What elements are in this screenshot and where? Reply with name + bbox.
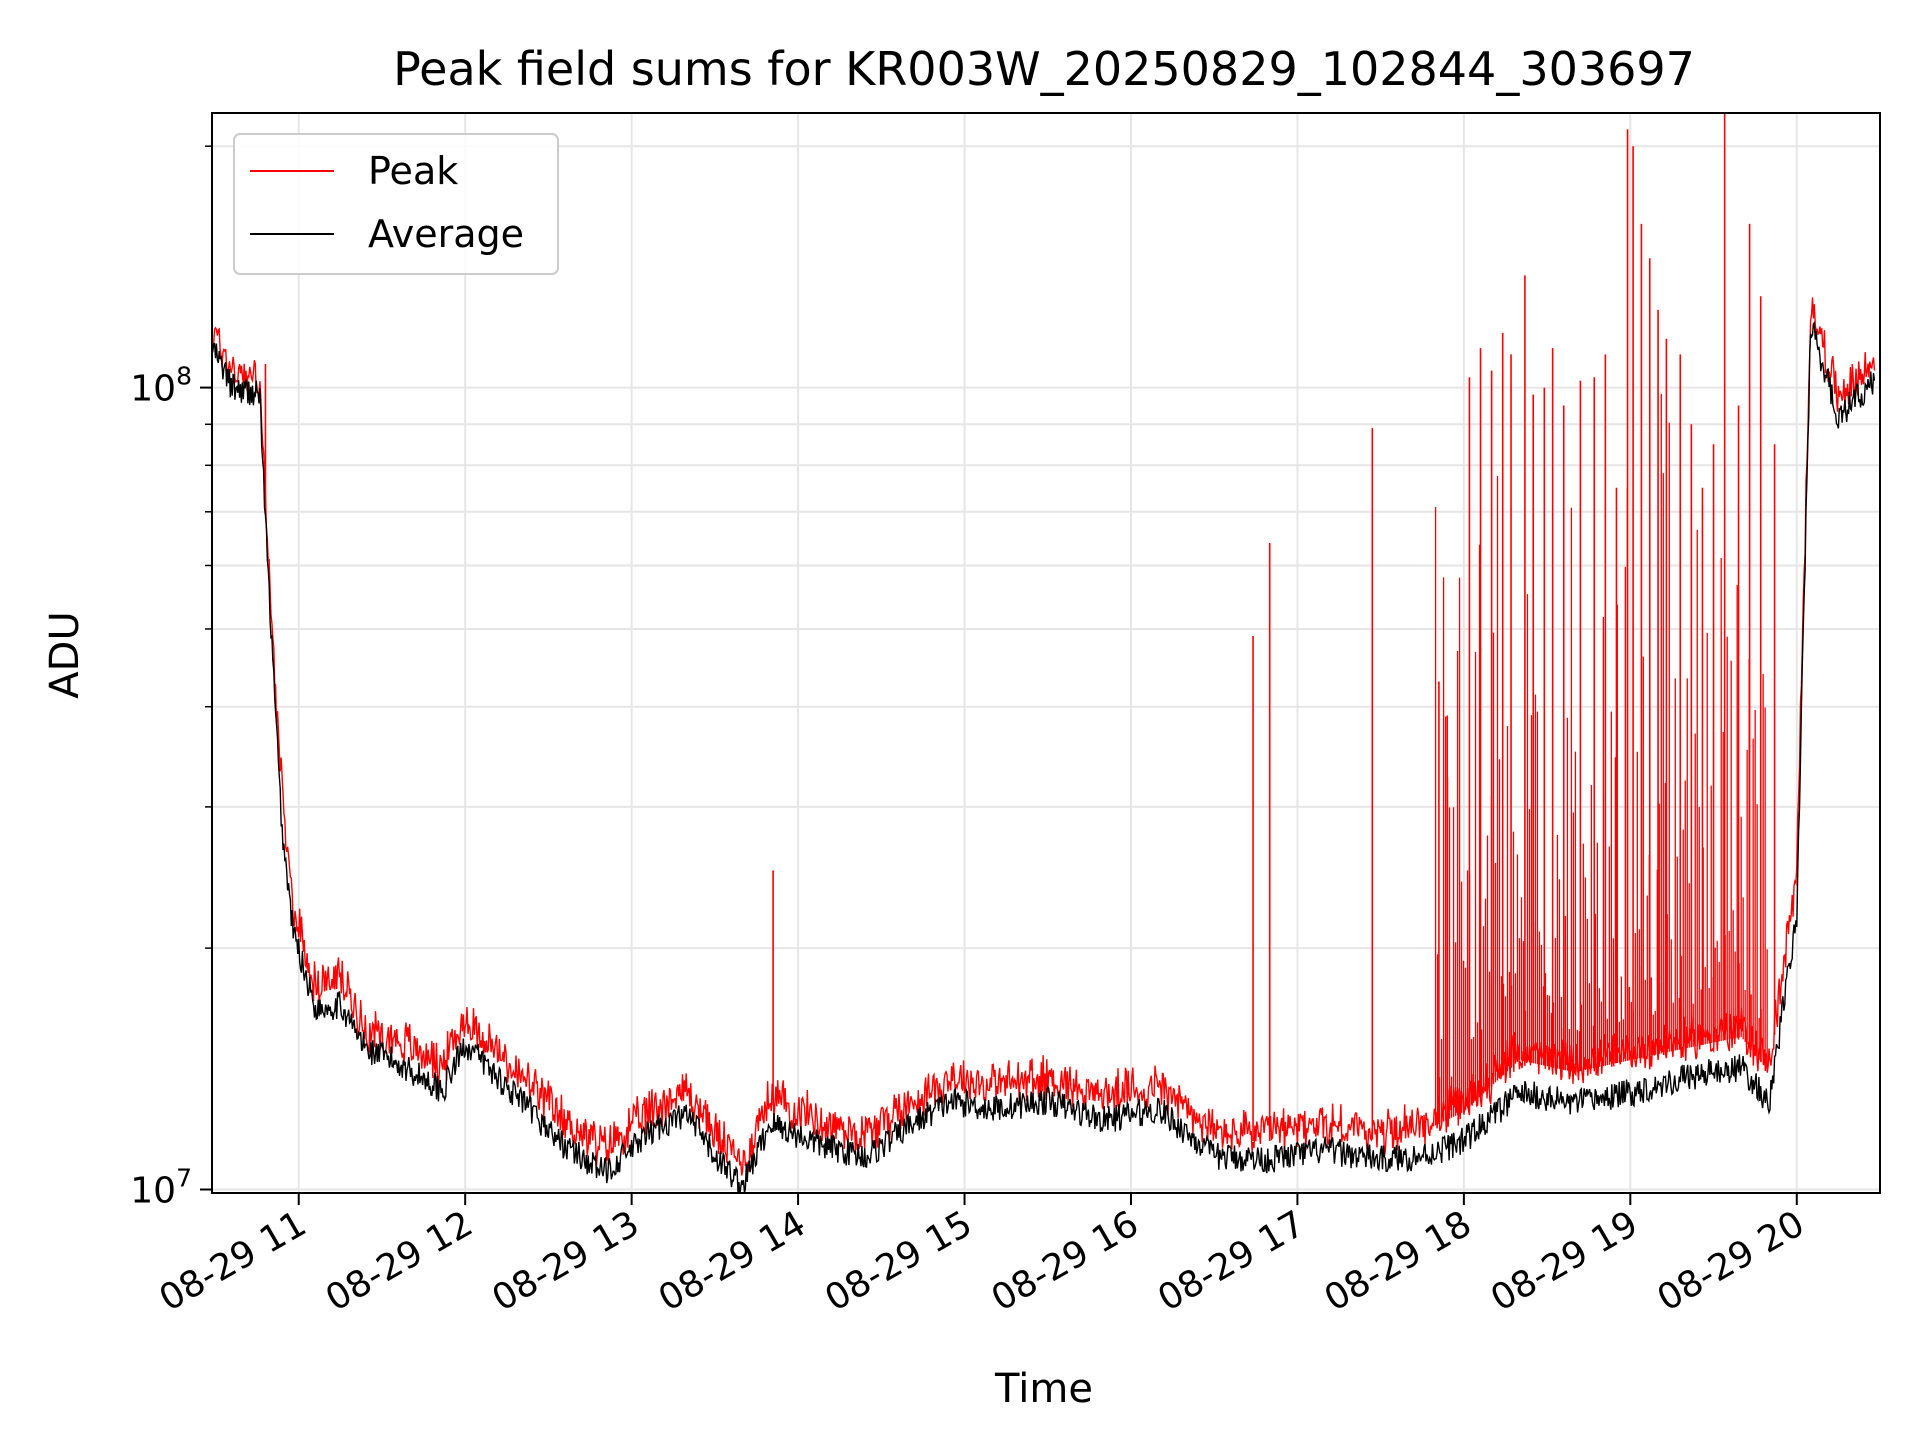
x-tick-label: 08-29 17: [1151, 1203, 1312, 1319]
x-tick-label: 08-29 19: [1484, 1203, 1645, 1319]
y-axis-label: ADU: [42, 611, 88, 698]
x-tick-label: 08-29 16: [985, 1203, 1146, 1319]
x-axis-label: Time: [994, 1366, 1093, 1412]
plot-series: [212, 113, 1876, 1193]
x-tick-label: 08-29 12: [319, 1203, 480, 1319]
x-tick-label: 08-29 14: [652, 1203, 813, 1319]
series-line-peak: [212, 297, 1876, 1176]
series-line-average: [212, 321, 1876, 1193]
y-tick-label: 107: [130, 1163, 192, 1211]
x-tick-label: 08-29 11: [153, 1203, 314, 1319]
grid-lines: [212, 113, 1880, 1193]
chart-title: Peak field sums for KR003W_20250829_1028…: [393, 42, 1695, 96]
x-tick-label: 08-29 13: [485, 1203, 646, 1319]
legend-label-peak: Peak: [368, 149, 458, 193]
y-tick-label: 108: [130, 362, 192, 410]
x-tick-label: 08-29 18: [1318, 1203, 1479, 1319]
x-tick-label: 08-29 20: [1651, 1203, 1812, 1319]
plot-frame: [211, 112, 1881, 1194]
legend-label-average: Average: [368, 212, 524, 256]
x-tick-label: 08-29 15: [818, 1203, 979, 1319]
legend-box: [233, 133, 559, 275]
legend: Peak Average: [233, 133, 559, 275]
